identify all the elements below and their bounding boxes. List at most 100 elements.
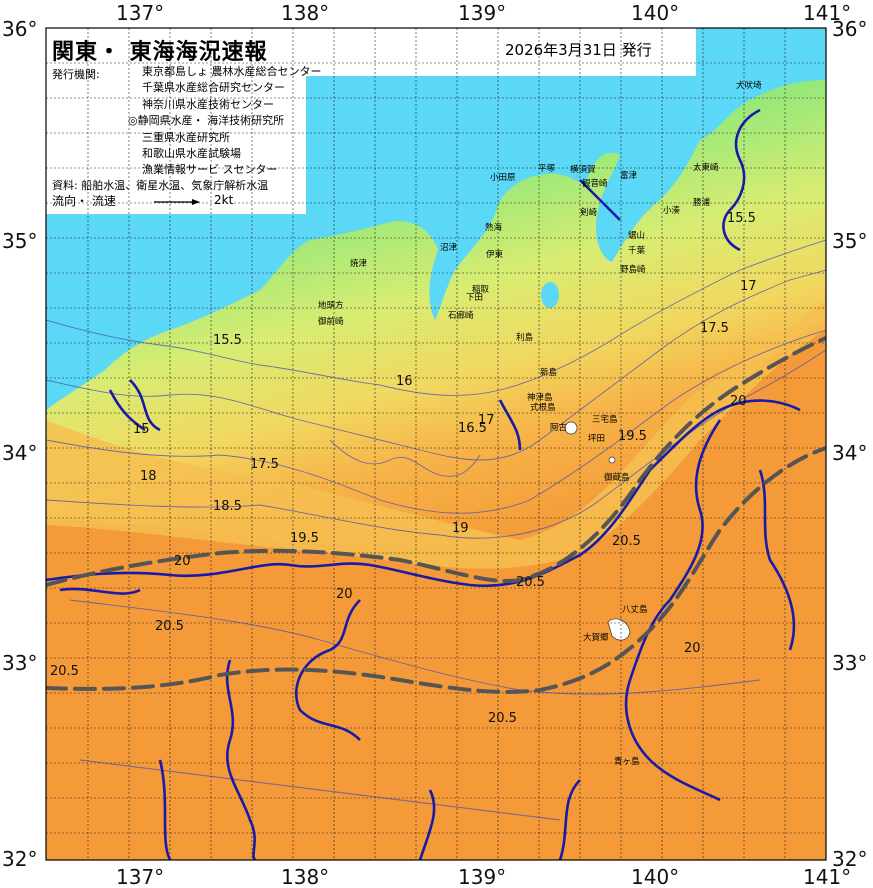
lon-label: 141°: [803, 865, 851, 888]
contour-label: 20.5: [50, 664, 79, 679]
lat-label: 33°: [2, 651, 37, 675]
map-frame: [45, 27, 827, 861]
latitude-labels-right: 36° 35° 34° 33° 32°: [832, 17, 867, 871]
lon-label: 138°: [281, 865, 329, 888]
contour-label: 15.5: [727, 211, 756, 226]
place-label: 大賀郷: [583, 632, 609, 643]
contour-label: 17.5: [250, 457, 279, 472]
lat-label: 32°: [2, 847, 37, 871]
header-box: [46, 28, 306, 214]
isotherms: [46, 239, 826, 821]
contour-label: 20.5: [612, 534, 641, 549]
flow-scale-arrow-icon: [154, 199, 200, 205]
lat-label: 32°: [832, 847, 867, 871]
publisher-item: 千葉県水産総合研究センター: [142, 81, 285, 95]
place-label: 剣崎: [580, 207, 598, 218]
lon-label: 138°: [281, 1, 329, 25]
place-label: 焼津: [350, 258, 368, 269]
kuroshio-axis: [46, 336, 826, 694]
place-label: 小湊: [663, 205, 681, 216]
contour-label: 20.5: [516, 575, 545, 590]
transition-band: [46, 300, 826, 569]
contour-label: 20: [336, 587, 353, 602]
place-label: 三宅島: [592, 414, 618, 425]
place-label: 八丈島: [622, 604, 648, 615]
lat-label: 36°: [832, 17, 867, 41]
contour-label: 20: [684, 641, 701, 656]
place-label: 勝浦: [693, 197, 711, 208]
contour-label: 18: [140, 469, 157, 484]
island-miyake: [564, 421, 578, 435]
contour-label: 17: [478, 413, 495, 428]
lon-label: 141°: [803, 1, 851, 25]
publisher-item: 神奈川県水産技術センター: [142, 97, 274, 111]
contour-label: 20: [174, 554, 191, 569]
publisher-item: 三重県水産研究所: [142, 130, 230, 144]
place-label: 御前崎: [318, 316, 344, 327]
place-label: 伊東: [486, 249, 504, 260]
issue-date: 2026年3月31日 発行: [505, 41, 652, 59]
place-label: 下田: [466, 293, 483, 303]
place-label: 石廊崎: [448, 310, 474, 321]
lon-label: 140°: [631, 1, 679, 25]
lon-label: 139°: [458, 865, 506, 888]
contour-label: 16.5: [458, 421, 487, 436]
lat-label: 36°: [2, 17, 37, 41]
place-label: 新島: [540, 367, 558, 378]
current-flow-lines: [46, 108, 801, 860]
publisher-item: 東京都島しょ 農林水産総合センター: [142, 65, 322, 78]
place-label: 阿古: [550, 422, 568, 433]
lon-label: 139°: [458, 1, 506, 25]
map-title: 関東・ 東海海況速報: [52, 40, 268, 65]
contour-labels: 15 15.5 16 16.5 17 17.5 18 18.5 19 19.5 …: [50, 211, 757, 726]
place-label: 千葉: [628, 245, 646, 256]
place-label: 地頭方: [318, 300, 344, 311]
island-mikura: [608, 456, 616, 464]
place-label: 坪田: [588, 434, 605, 444]
lat-label: 35°: [2, 229, 37, 253]
contour-label: 17.5: [700, 321, 729, 336]
place-label: 神津島: [527, 392, 553, 403]
place-label: 御蔵島: [604, 472, 630, 483]
contour-label: 20.5: [488, 711, 517, 726]
place-label: 富津: [620, 170, 638, 181]
publisher-item: ◎静岡県水産・ 海洋技術研究所: [128, 114, 285, 128]
place-label: 平塚: [538, 164, 556, 174]
place-label: 横須賀: [570, 164, 596, 175]
lon-label: 137°: [116, 1, 164, 25]
place-label: 式根島: [530, 402, 556, 413]
longitude-labels-top: 137° 138° 139° 140° 141°: [116, 1, 851, 25]
contour-label: 20: [730, 394, 747, 409]
place-label: 稲取: [472, 284, 490, 295]
lat-label: 34°: [832, 441, 867, 465]
place-label: 犬吠埼: [736, 80, 762, 91]
contour-label: 18.5: [213, 499, 242, 514]
island-oshima: [541, 282, 559, 308]
place-label: 沼津: [440, 242, 458, 253]
latitude-labels-left: 36° 35° 34° 33° 32°: [2, 17, 37, 871]
place-label: 観音崎: [582, 178, 608, 189]
place-label: 野島崎: [620, 264, 646, 275]
publisher-item: 漁業情報サービ スセンター: [142, 163, 278, 177]
publisher-item: 和歌山県水産試験場: [142, 147, 241, 161]
lat-label: 35°: [832, 229, 867, 253]
land-inner: [60, 235, 143, 330]
contour-label: 16: [396, 374, 413, 389]
flow-legend-label: 流向・ 流速: [52, 194, 116, 208]
lat-label: 34°: [2, 441, 37, 465]
publisher-label: 発行機関:: [52, 68, 100, 81]
warm-water-region: [46, 320, 826, 860]
place-label: 小田原: [490, 172, 516, 183]
longitude-labels-bottom: 137° 138° 139° 140° 141°: [116, 865, 851, 888]
contour-label: 20.5: [155, 619, 184, 634]
place-label: 利島: [516, 332, 534, 343]
lon-label: 140°: [631, 865, 679, 888]
data-source: 資料: 船舶水温、衛星水温、気象庁解析水温: [52, 179, 269, 192]
contour-label: 19.5: [290, 531, 319, 546]
publisher-list: 東京都島しょ 農林水産総合センター 千葉県水産総合研究センター 神奈川県水産技術…: [128, 64, 322, 179]
place-labels: 犬吠埼 太東崎 勝浦 小湊 千葉 富津 横須賀 観音崎 鋸山 剣崎 平塚 小田原…: [318, 80, 762, 767]
place-label: 熱海: [485, 222, 503, 233]
contour-label: 15.5: [213, 333, 242, 348]
contour-label: 19: [452, 521, 469, 536]
